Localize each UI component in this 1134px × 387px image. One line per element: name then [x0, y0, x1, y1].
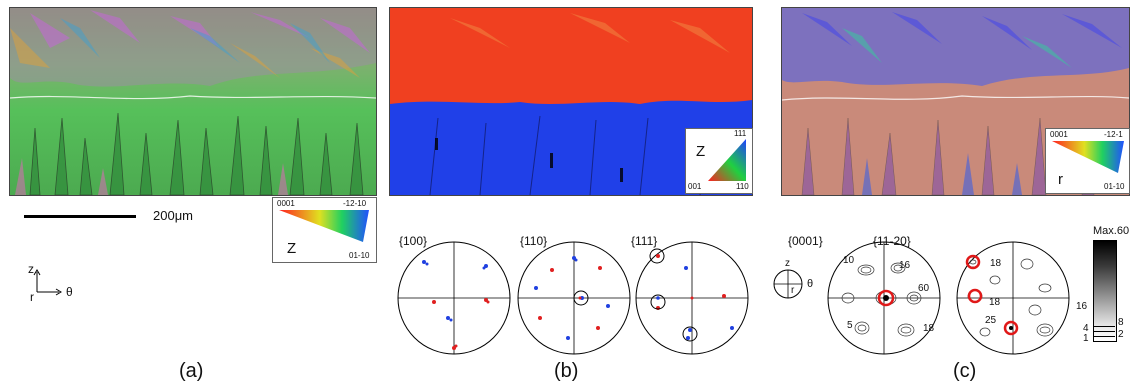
key-a-corner-br: 01-10 [349, 251, 370, 260]
scale-tick-4: 4 [1083, 323, 1089, 334]
axis-label-z-a: z [28, 262, 34, 276]
pf-title-c-0001: {0001} [788, 234, 823, 248]
scale-tick-line-2 [1093, 331, 1115, 332]
key-b-corner-bl: 001 [688, 182, 702, 191]
color-key-b-triangle [708, 139, 746, 181]
scale-tick-line-3 [1093, 336, 1115, 337]
axis-indicator-c [773, 269, 803, 299]
pf-title-b-110: {110} [520, 234, 548, 248]
axis-label-r-a: r [30, 290, 34, 304]
color-key-c-triangle [1052, 141, 1124, 173]
scale-tick-1: 1 [1083, 333, 1089, 344]
ebsd-map-a [9, 7, 377, 196]
axis-label-r-c: r [791, 285, 795, 296]
pole-figure-c-11-20 [956, 241, 1070, 355]
pole-figure-b-110 [517, 241, 631, 355]
color-key-a-triangle [279, 210, 369, 242]
axis-label-theta-c: θ [807, 278, 814, 290]
scale-tick-2: 2 [1118, 329, 1124, 340]
panel-label-c: (c) [953, 360, 977, 382]
axis-indicator-a [33, 269, 62, 296]
key-a-corner-tr: -12-10 [343, 199, 367, 208]
key-b-title: Z [696, 143, 706, 160]
scale-bar [24, 215, 136, 218]
contour-label-16: 16 [899, 260, 911, 271]
color-key-b: 111 001 110 Z [685, 128, 753, 194]
scale-tick-lines [1093, 326, 1115, 327]
key-b-corner-tr: 111 [734, 129, 747, 138]
contour-label-18b: 18 [990, 258, 1002, 269]
key-b-corner-br: 110 [736, 182, 749, 191]
contour-label-5: 5 [847, 320, 853, 331]
color-key-a: 0001 -12-10 01-10 Z [272, 197, 377, 263]
intensity-scale-bar [1093, 240, 1117, 342]
pole-figure-b-111 [635, 241, 749, 355]
pole-figure-b-100 [397, 241, 511, 355]
scale-tick-16: 16 [1076, 301, 1088, 312]
contour-label-18c: 18 [989, 297, 1001, 308]
pole-figure-c-0001 [827, 241, 941, 355]
key-c-corner-tl: 0001 [1050, 130, 1068, 139]
key-a-corner-tl: 0001 [277, 199, 295, 208]
contour-label-10: 10 [843, 255, 855, 266]
ebsd-map-a-graphic [10, 8, 376, 195]
scale-bar-text: 200μm [153, 208, 194, 223]
key-a-title: Z [287, 240, 297, 257]
key-c-corner-tr: -12-1 [1104, 130, 1123, 139]
axis-label-z-c: z [785, 258, 790, 269]
contour-label-60: 60 [918, 283, 930, 294]
pf-title-b-111: {111} [631, 234, 658, 248]
key-c-corner-br: 01-10 [1104, 182, 1125, 191]
key-c-title: r [1058, 171, 1063, 188]
color-key-c: 0001 -12-1 01-10 r [1045, 128, 1130, 194]
contour-label-18a: 18 [923, 323, 935, 334]
scale-tick-8: 8 [1118, 317, 1124, 328]
contour-label-25: 25 [985, 315, 997, 326]
panel-label-a: (a) [179, 360, 204, 382]
pf-title-b-100: {100} [399, 234, 428, 248]
axis-label-theta-a: θ [66, 285, 73, 299]
panel-label-b: (b) [554, 360, 579, 382]
scale-max-label: Max.60 [1093, 225, 1130, 237]
